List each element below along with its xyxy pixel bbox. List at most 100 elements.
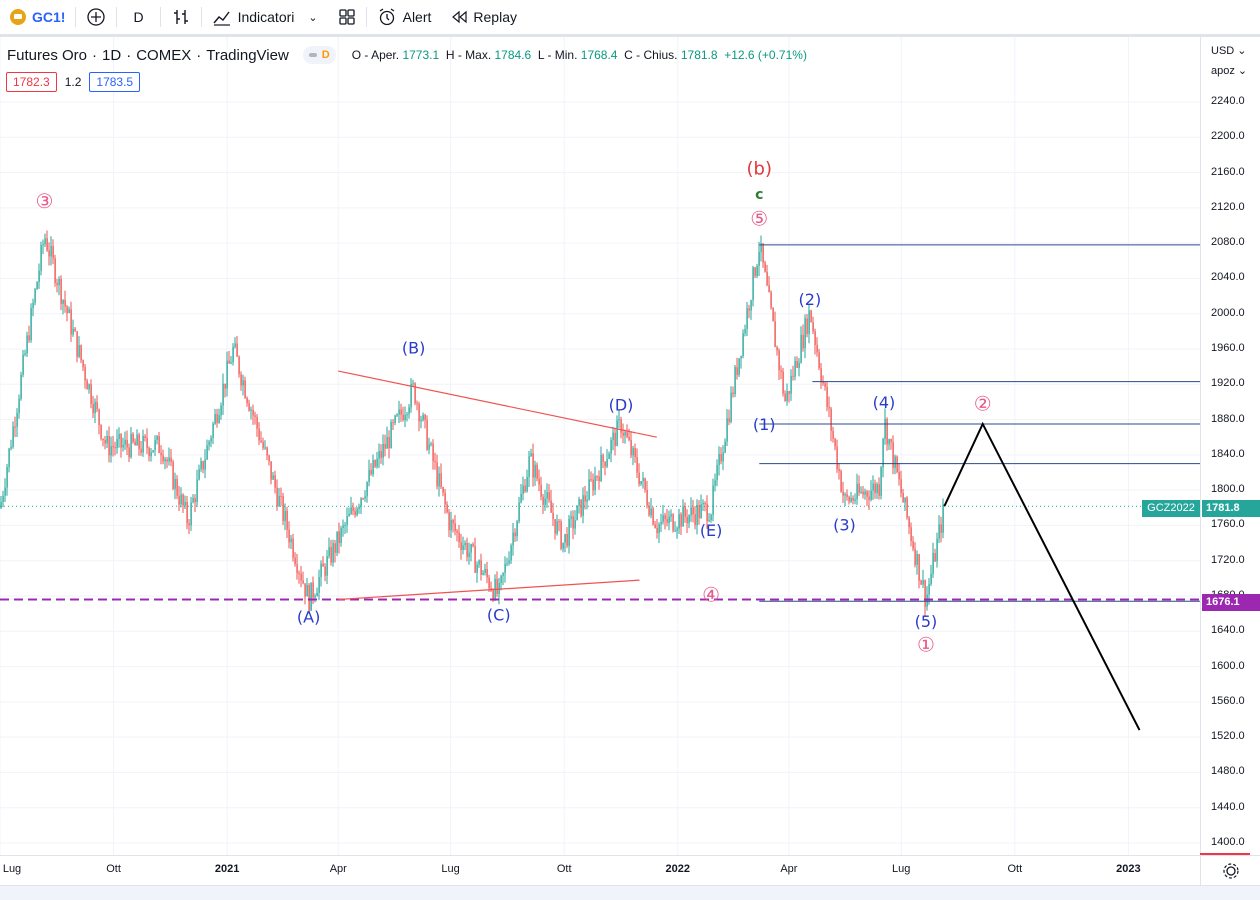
candle-body bbox=[470, 544, 472, 553]
candle-body bbox=[260, 440, 262, 443]
ohlc-values: O - Aper. 1773.1 H - Max. 1784.6 L - Min… bbox=[352, 48, 807, 62]
candle-body bbox=[454, 523, 456, 531]
candle-body bbox=[930, 573, 932, 585]
candle-body bbox=[60, 279, 62, 304]
candle-body bbox=[448, 512, 450, 531]
candle-body bbox=[86, 380, 88, 390]
candle-body bbox=[292, 538, 294, 558]
chart-type-button[interactable] bbox=[161, 0, 201, 34]
candle-body bbox=[776, 347, 778, 351]
candle-body bbox=[256, 416, 258, 429]
candle-body bbox=[0, 501, 2, 508]
data-status-pill[interactable]: D bbox=[302, 46, 336, 64]
price-axis[interactable]: USD ⌄ apoz ⌄ 2240.0 2200.0 2160.0 2120.0 208… bbox=[1200, 37, 1260, 855]
buy-price-button[interactable]: 1783.5 bbox=[89, 72, 141, 92]
candle-body bbox=[408, 407, 410, 415]
candle-body bbox=[624, 432, 626, 436]
candle-body bbox=[902, 492, 904, 503]
candle-body bbox=[742, 333, 744, 357]
candle-body bbox=[132, 433, 134, 442]
candle-body bbox=[204, 459, 206, 470]
candle-body bbox=[778, 350, 780, 371]
candle-body bbox=[678, 514, 680, 529]
indicators-button[interactable]: Indicatori ⌄ bbox=[202, 0, 328, 34]
candle-body bbox=[228, 360, 230, 364]
candle-body bbox=[804, 318, 806, 349]
candle-body bbox=[290, 538, 292, 543]
candle-body bbox=[344, 524, 346, 526]
time-tick-label: Ott bbox=[1007, 863, 1023, 875]
candle-body bbox=[348, 513, 350, 517]
chart-settings-corner[interactable] bbox=[1200, 855, 1260, 886]
candle-body bbox=[700, 504, 702, 518]
candle-body bbox=[798, 362, 800, 368]
price-chart[interactable]: ③ (A) (B) (C) (D) (E) ④ (b) c ⑤ (1) (2) (3) (4) (5) ① ② bbox=[0, 37, 1200, 855]
candle-body bbox=[272, 475, 274, 480]
candle-body bbox=[128, 447, 130, 458]
candle-body bbox=[18, 398, 20, 413]
drawings bbox=[0, 244, 1200, 731]
price-tick-label: 1520.0 bbox=[1211, 730, 1245, 743]
wave-label: (b) bbox=[747, 158, 772, 179]
alert-button[interactable]: Alert bbox=[367, 0, 442, 34]
replay-button[interactable]: Replay bbox=[441, 0, 527, 34]
candle-body bbox=[708, 519, 710, 522]
price-tick-label: 2200.0 bbox=[1211, 130, 1245, 143]
axis-marker bbox=[1200, 853, 1250, 855]
candle-body bbox=[618, 419, 620, 421]
top-toolbar: GC1! D Indicatori ⌄ Alert Replay bbox=[0, 0, 1260, 37]
candle-body bbox=[538, 478, 540, 485]
interval-label: D bbox=[133, 9, 144, 25]
low-value: 1768.4 bbox=[580, 48, 618, 62]
gear-icon[interactable] bbox=[1201, 856, 1260, 886]
sell-price-button[interactable]: 1782.3 bbox=[6, 72, 57, 92]
candle-body bbox=[216, 414, 218, 423]
replay-label: Replay bbox=[473, 9, 517, 25]
candle-body bbox=[14, 426, 16, 428]
time-axis[interactable]: Lug Ott 2021 Apr Lug Ott 2022 Apr Lug Ott 2023 bbox=[0, 855, 1200, 886]
scale-mode-selector[interactable]: apoz ⌄ bbox=[1211, 65, 1248, 77]
candle-body bbox=[134, 441, 136, 446]
candle-body bbox=[12, 426, 14, 447]
candle-body bbox=[620, 419, 622, 433]
candle-body bbox=[154, 440, 156, 451]
candle-body bbox=[474, 546, 476, 573]
currency-label: USD bbox=[1211, 45, 1235, 57]
candle-body bbox=[136, 434, 138, 446]
candle-body bbox=[328, 547, 330, 557]
candle-body bbox=[512, 532, 514, 546]
templates-button[interactable] bbox=[328, 0, 366, 34]
candle-body bbox=[106, 436, 108, 444]
candle-body bbox=[462, 545, 464, 550]
time-tick-label: Lug bbox=[2, 863, 22, 875]
symbol-search-button[interactable]: GC1! bbox=[0, 0, 75, 34]
currency-selector[interactable]: USD ⌄ bbox=[1211, 45, 1247, 57]
candle-body bbox=[98, 409, 100, 426]
candle-body bbox=[184, 501, 186, 506]
candle-body bbox=[580, 499, 582, 516]
interval-button[interactable]: D bbox=[117, 0, 159, 34]
candle-body bbox=[20, 374, 22, 399]
candle-body bbox=[434, 461, 436, 463]
candle-body bbox=[2, 495, 4, 502]
rewind-icon bbox=[452, 10, 468, 24]
candle-body bbox=[478, 560, 480, 565]
candle-body bbox=[698, 504, 700, 518]
candle-body bbox=[848, 496, 850, 502]
chevron-down-icon[interactable]: ⌄ bbox=[308, 11, 318, 24]
candle-body bbox=[324, 566, 326, 576]
candle-body bbox=[638, 472, 640, 485]
candle-body bbox=[722, 452, 724, 462]
compare-add-button[interactable] bbox=[76, 0, 116, 34]
separator-dot: · bbox=[126, 46, 132, 64]
candle-body bbox=[824, 383, 826, 387]
candle-body bbox=[276, 487, 278, 507]
candle-body bbox=[680, 514, 682, 527]
candle-body bbox=[652, 508, 654, 525]
candle-body bbox=[336, 531, 338, 553]
candle-body bbox=[796, 360, 798, 368]
candle-body bbox=[890, 439, 892, 443]
wave-label: (A) bbox=[297, 607, 320, 626]
candle-body bbox=[558, 521, 560, 523]
candle-body bbox=[900, 479, 902, 493]
